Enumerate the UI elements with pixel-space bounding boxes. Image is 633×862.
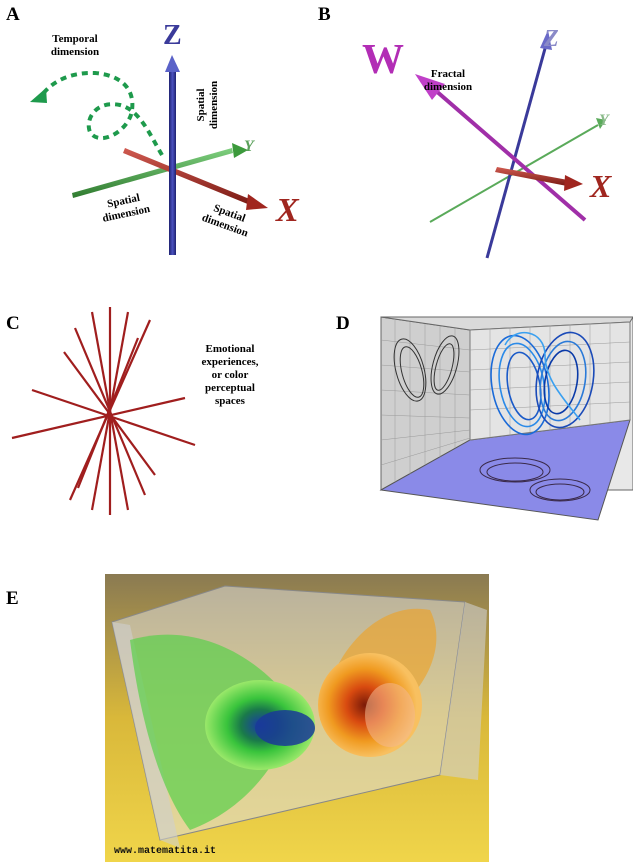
- panel-a-y-axis: [72, 143, 248, 198]
- panel-d-floor-projection: [479, 457, 591, 502]
- panel-a-spatial-vertical-label: Spatial dimension: [195, 80, 220, 130]
- panel-c-label: Emotional experiences, or color perceptu…: [201, 343, 259, 407]
- panel-b-fractal-label: Fractal dimension: [423, 68, 473, 93]
- panel-a-axis-z-letter: Z: [163, 20, 182, 51]
- panel-a-temporal-curve: [38, 70, 164, 157]
- panel-e-credit: www.matematita.it: [114, 846, 217, 857]
- panel-a-axis-x-letter: X: [276, 192, 299, 229]
- panel-letter-b: B: [318, 4, 331, 25]
- panel-b-axis-x-letter: X: [590, 168, 612, 204]
- panel-b-w-axis: [415, 74, 587, 222]
- panel-letter-e: E: [6, 588, 19, 609]
- panel-b-z-axis: [485, 30, 552, 259]
- panel-a-x-axis: [123, 148, 268, 210]
- panel-b-axis-y-letter: Y: [599, 112, 609, 129]
- panel-b-x-axis: [495, 167, 583, 191]
- panel-letter-a: A: [6, 4, 20, 25]
- panel-a-z-axis: [165, 55, 180, 255]
- panel-b-y-axis: [429, 118, 606, 223]
- panel-letter-c: C: [6, 313, 20, 334]
- panel-a-temporal-label: Temporal dimension: [50, 33, 100, 58]
- panel-b-axis-z-letter: Z: [544, 26, 559, 52]
- panel-a-axis-y-letter: Y: [244, 138, 254, 155]
- panel-letter-d: D: [336, 313, 350, 334]
- panel-e-surfaces: [130, 608, 437, 830]
- panel-a-temporal-arrowhead: [30, 88, 47, 103]
- panel-d-attractor: [490, 331, 595, 436]
- panel-c-star-lines: [11, 307, 196, 515]
- panel-d-left-projection: [393, 335, 460, 402]
- panel-b-axis-w-letter: W: [362, 37, 404, 83]
